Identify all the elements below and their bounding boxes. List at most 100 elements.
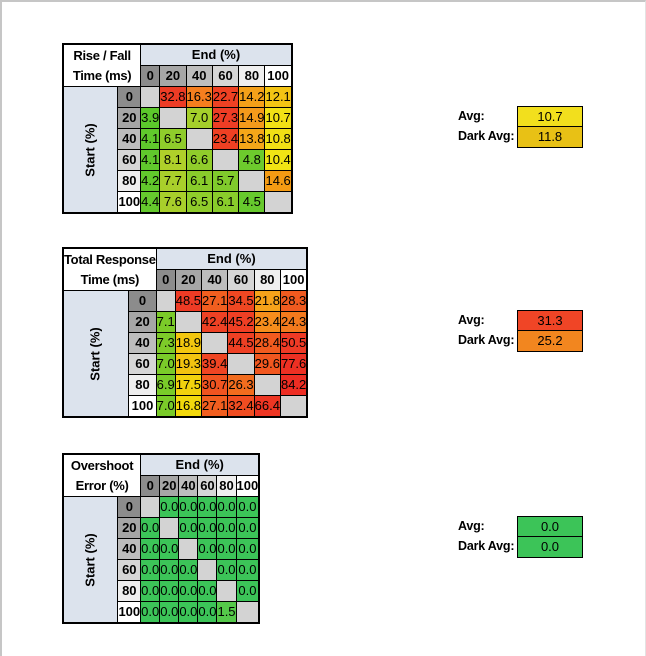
heatmap-value-cell[interactable]: 10.7 xyxy=(264,107,293,129)
heatmap-value-cell[interactable]: 4.1 xyxy=(140,149,161,171)
heatmap-value-cell[interactable]: 39.4 xyxy=(201,353,229,375)
heatmap-value-cell[interactable]: 4.1 xyxy=(140,128,161,150)
heatmap-value-cell[interactable]: 0.0 xyxy=(235,538,260,560)
heatmap-value-cell[interactable]: 7.6 xyxy=(159,191,187,214)
heatmap-value-cell[interactable]: 45.2 xyxy=(227,311,255,333)
heatmap-value-cell[interactable]: 4.4 xyxy=(140,191,161,214)
heatmap-value-cell[interactable]: 0.0 xyxy=(159,538,180,560)
dark-avg-value-box[interactable]: 11.8 xyxy=(517,126,583,148)
heatmap-value-cell[interactable]: 28.3 xyxy=(279,290,308,312)
heatmap-value-cell[interactable]: 12.1 xyxy=(264,86,293,108)
heatmap-value-cell[interactable]: 6.6 xyxy=(185,149,213,171)
heatmap-value-cell[interactable]: 24.3 xyxy=(279,311,308,333)
heatmap-value-cell[interactable]: 32.8 xyxy=(159,86,187,108)
heatmap-value-cell[interactable]: 7.0 xyxy=(155,395,176,418)
heatmap-value-cell[interactable]: 77.6 xyxy=(279,353,308,375)
heatmap-value-cell[interactable]: 0.0 xyxy=(216,517,237,539)
heatmap-value-cell[interactable]: 27.1 xyxy=(201,395,229,418)
heatmap-value-cell[interactable]: 7.3 xyxy=(155,332,176,354)
heatmap-value-cell[interactable]: 14.6 xyxy=(264,170,293,192)
heatmap-value-cell[interactable]: 19.3 xyxy=(174,353,203,375)
heatmap-value-cell[interactable]: 0.0 xyxy=(197,601,218,624)
heatmap-value-cell[interactable]: 0.0 xyxy=(216,538,237,560)
heatmap-value-cell[interactable]: 6.1 xyxy=(211,191,240,214)
heatmap-value-cell[interactable]: 26.3 xyxy=(227,374,255,396)
heatmap-value-cell[interactable]: 0.0 xyxy=(197,538,218,560)
heatmap-value-cell[interactable]: 14.9 xyxy=(238,107,266,129)
heatmap-value-cell[interactable]: 6.5 xyxy=(185,191,213,214)
heatmap-value-cell[interactable]: 27.3 xyxy=(211,107,240,129)
dark-avg-value-box[interactable]: 0.0 xyxy=(517,536,583,558)
heatmap-value-cell[interactable]: 0.0 xyxy=(140,580,161,602)
heatmap-value-cell[interactable]: 34.5 xyxy=(227,290,255,312)
heatmap-value-cell[interactable]: 3.9 xyxy=(140,107,161,129)
heatmap-value-cell[interactable]: 44.5 xyxy=(227,332,255,354)
heatmap-value-cell[interactable]: 16.3 xyxy=(185,86,213,108)
heatmap-value-cell[interactable]: 4.2 xyxy=(140,170,161,192)
blank-diagonal-cell xyxy=(238,170,266,192)
heatmap-value-cell[interactable]: 27.1 xyxy=(201,290,229,312)
heatmap-value-cell[interactable]: 7.0 xyxy=(155,353,176,375)
heatmap-value-cell[interactable]: 1.5 xyxy=(216,601,237,624)
heatmap-value-cell[interactable]: 0.0 xyxy=(140,559,161,581)
heatmap-value-cell[interactable]: 0.0 xyxy=(178,496,199,518)
heatmap-value-cell[interactable]: 0.0 xyxy=(178,559,199,581)
heatmap-value-cell[interactable]: 0.0 xyxy=(140,538,161,560)
heatmap-value-cell[interactable]: 48.5 xyxy=(174,290,203,312)
avg-value-box[interactable]: 10.7 xyxy=(517,106,583,128)
table-row: 80 0.0 0.0 0.0 0.0 0.0 xyxy=(63,580,260,602)
avg-value-box[interactable]: 0.0 xyxy=(517,516,583,538)
heatmap-value-cell[interactable]: 29.6 xyxy=(253,353,281,375)
heatmap-value-cell[interactable]: 0.0 xyxy=(159,496,180,518)
heatmap-value-cell[interactable]: 0.0 xyxy=(178,601,199,624)
heatmap-value-cell[interactable]: 16.8 xyxy=(174,395,203,418)
dark-avg-value-box[interactable]: 25.2 xyxy=(517,330,583,352)
heatmap-value-cell[interactable]: 10.8 xyxy=(264,128,293,150)
heatmap-value-cell[interactable]: 23.4 xyxy=(211,128,240,150)
heatmap-value-cell[interactable]: 10.4 xyxy=(264,149,293,171)
heatmap-value-cell[interactable]: 0.0 xyxy=(178,517,199,539)
heatmap-value-cell[interactable]: 30.7 xyxy=(201,374,229,396)
heatmap-value-cell[interactable]: 0.0 xyxy=(178,580,199,602)
heatmap-value-cell[interactable]: 6.9 xyxy=(155,374,176,396)
heatmap-value-cell[interactable]: 0.0 xyxy=(140,517,161,539)
heatmap-value-cell[interactable]: 13.8 xyxy=(238,128,266,150)
heatmap-value-cell[interactable]: 18.9 xyxy=(174,332,203,354)
heatmap-value-cell[interactable]: 0.0 xyxy=(235,496,260,518)
heatmap-value-cell[interactable]: 50.5 xyxy=(279,332,308,354)
row-header-cell: 100 xyxy=(117,191,142,214)
heatmap-value-cell[interactable]: 84.2 xyxy=(279,374,308,396)
heatmap-value-cell[interactable]: 14.2 xyxy=(238,86,266,108)
heatmap-value-cell[interactable]: 8.1 xyxy=(159,149,187,171)
heatmap-value-cell[interactable]: 17.5 xyxy=(174,374,203,396)
heatmap-value-cell[interactable]: 5.7 xyxy=(211,170,240,192)
heatmap-value-cell[interactable]: 4.8 xyxy=(238,149,266,171)
heatmap-value-cell[interactable]: 0.0 xyxy=(159,601,180,624)
heatmap-value-cell[interactable]: 6.1 xyxy=(185,170,213,192)
heatmap-value-cell[interactable]: 0.0 xyxy=(159,580,180,602)
heatmap-value-cell[interactable]: 0.0 xyxy=(197,517,218,539)
heatmap-value-cell[interactable]: 0.0 xyxy=(216,496,237,518)
heatmap-value-cell[interactable]: 66.4 xyxy=(253,395,281,418)
column-header-row: 0 20 40 60 80 100 xyxy=(63,269,308,291)
heatmap-value-cell[interactable]: 0.0 xyxy=(235,559,260,581)
heatmap-value-cell[interactable]: 0.0 xyxy=(140,601,161,624)
heatmap-value-cell[interactable]: 0.0 xyxy=(235,517,260,539)
heatmap-value-cell[interactable]: 7.1 xyxy=(155,311,176,333)
heatmap-value-cell[interactable]: 42.4 xyxy=(201,311,229,333)
heatmap-value-cell[interactable]: 0.0 xyxy=(159,559,180,581)
heatmap-value-cell[interactable]: 6.5 xyxy=(159,128,187,150)
heatmap-value-cell[interactable]: 0.0 xyxy=(197,580,218,602)
heatmap-value-cell[interactable]: 7.0 xyxy=(185,107,213,129)
heatmap-value-cell[interactable]: 21.8 xyxy=(253,290,281,312)
heatmap-value-cell[interactable]: 32.4 xyxy=(227,395,255,418)
heatmap-value-cell[interactable]: 4.5 xyxy=(238,191,266,214)
heatmap-value-cell[interactable]: 0.0 xyxy=(197,496,218,518)
heatmap-value-cell[interactable]: 22.7 xyxy=(211,86,240,108)
heatmap-value-cell[interactable]: 0.0 xyxy=(216,559,237,581)
heatmap-value-cell[interactable]: 28.4 xyxy=(253,332,281,354)
heatmap-value-cell[interactable]: 0.0 xyxy=(235,580,260,602)
heatmap-value-cell[interactable]: 7.7 xyxy=(159,170,187,192)
avg-value-box[interactable]: 31.3 xyxy=(517,310,583,332)
heatmap-value-cell[interactable]: 23.4 xyxy=(253,311,281,333)
